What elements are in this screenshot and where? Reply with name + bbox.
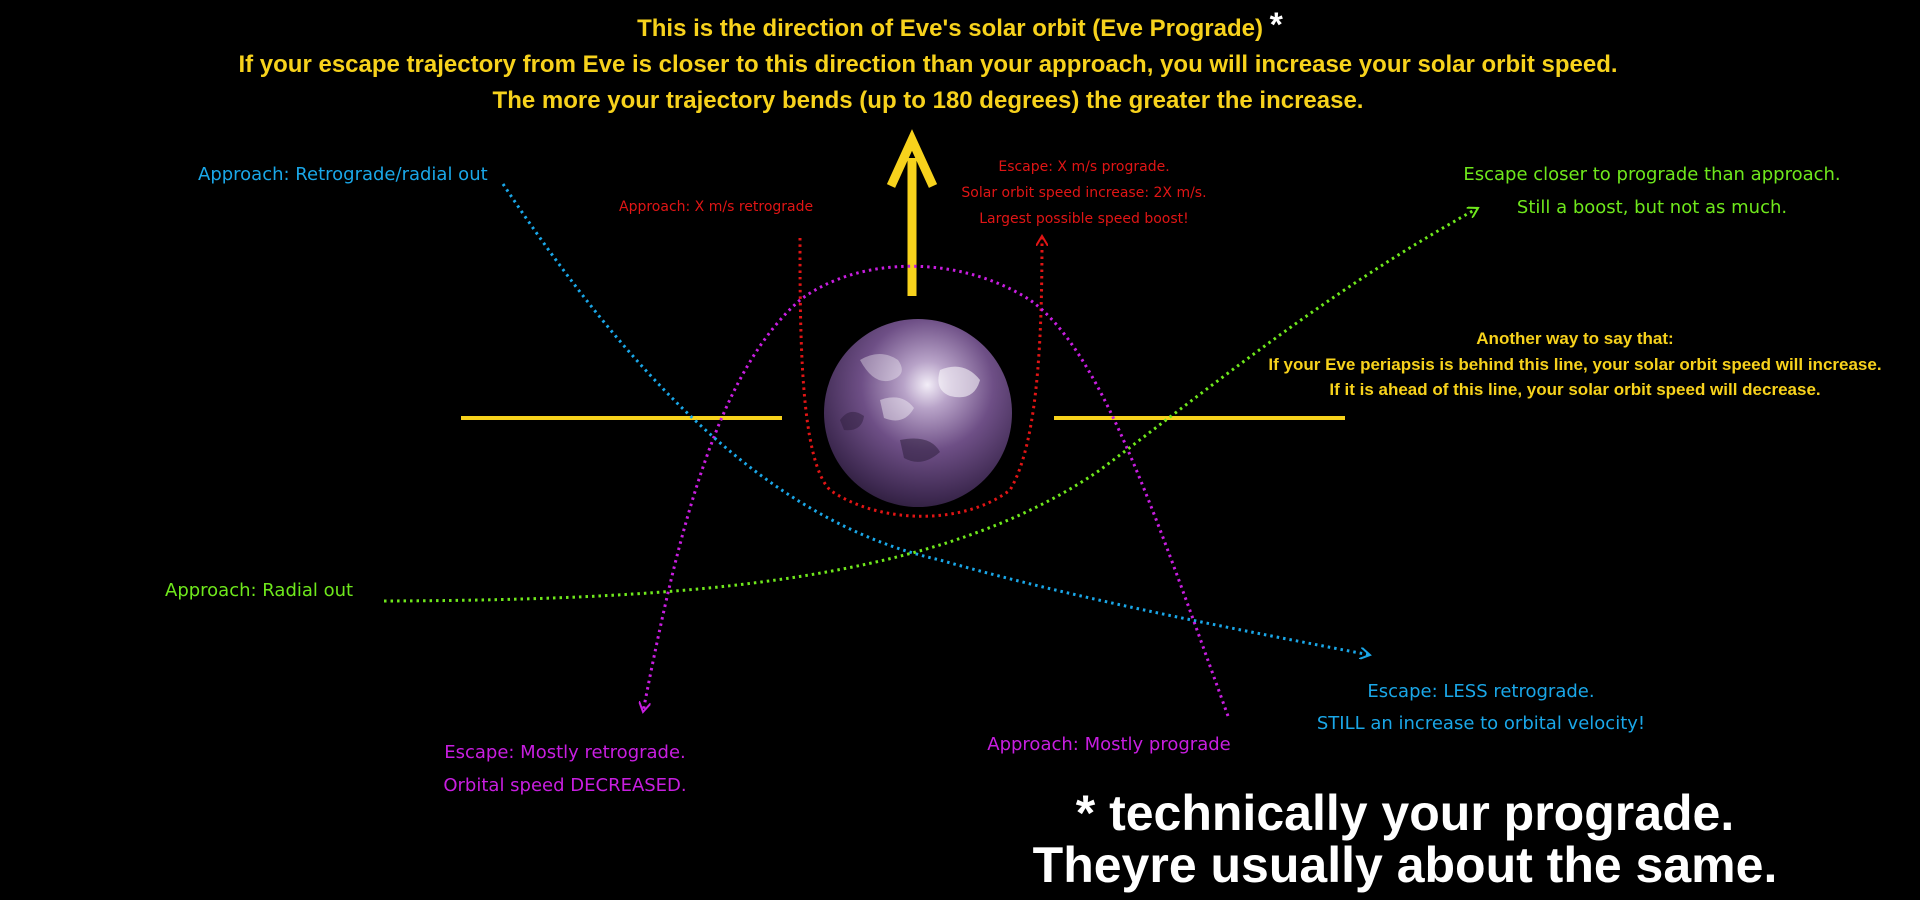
footnote-line-1: * technically your prograde. [1076, 785, 1735, 841]
label-approach-radial-out: Approach: Radial out [165, 580, 353, 601]
prograde-arrow-icon [886, 129, 938, 296]
label-escape-mostly-retrograde-1: Escape: Mostly retrograde. [444, 742, 686, 763]
label-escape-closer-2: Still a boost, but not as much. [1517, 197, 1787, 218]
label-another-way-1: Another way to say that: [1476, 329, 1673, 348]
blue-trajectory [501, 183, 1370, 655]
label-another-way-2: If your Eve periapsis is behind this lin… [1268, 355, 1881, 374]
label-escape-less-retrograde-1: Escape: LESS retrograde. [1367, 681, 1594, 702]
header-line-1: This is the direction of Eve's solar orb… [637, 6, 1284, 44]
header-line-3: The more your trajectory bends (up to 18… [493, 87, 1364, 114]
label-another-way-3: If it is ahead of this line, your solar … [1329, 380, 1820, 399]
label-escape-x-prograde-2: Solar orbit speed increase: 2X m/s. [961, 185, 1206, 201]
header-asterisk: * [1270, 6, 1284, 44]
label-escape-x-prograde-1: Escape: X m/s prograde. [998, 159, 1169, 175]
label-approach-x-retrograde: Approach: X m/s retrograde [619, 199, 813, 215]
label-escape-closer-1: Escape closer to prograde than approach. [1463, 164, 1840, 185]
eve-planet-icon [824, 319, 1012, 507]
label-approach-retrograde-radial: Approach: Retrograde/radial out [198, 164, 488, 185]
footnote-line-2: Theyre usually about the same. [1033, 837, 1778, 893]
label-escape-mostly-retrograde-2: Orbital speed DECREASED. [443, 775, 686, 796]
header-line-2: If your escape trajectory from Eve is cl… [238, 51, 1617, 78]
label-escape-x-prograde-3: Largest possible speed boost! [979, 211, 1189, 227]
green-trajectory [383, 208, 1478, 603]
red-trajectory [798, 236, 1042, 518]
label-escape-less-retrograde-2: STILL an increase to orbital velocity! [1317, 713, 1645, 734]
label-approach-mostly-prograde: Approach: Mostly prograde [987, 734, 1230, 755]
